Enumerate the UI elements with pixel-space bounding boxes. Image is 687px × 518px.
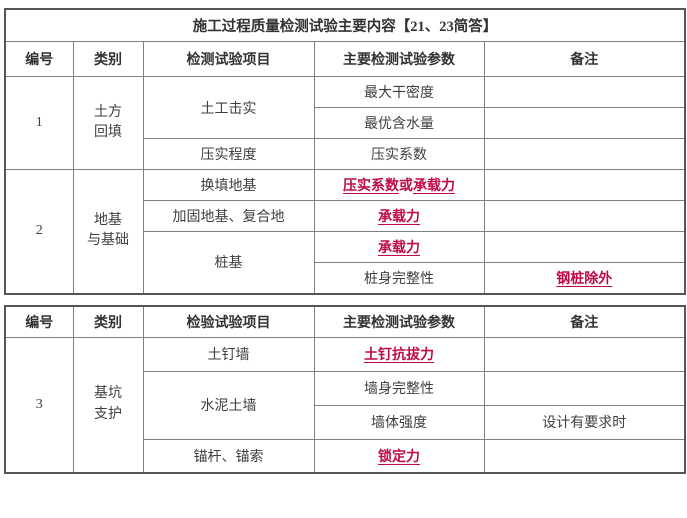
- item-cell: 压实程度: [142, 138, 315, 170]
- param-cell-emphasis: 承载力: [313, 231, 485, 263]
- table-row: 最优含水量: [5, 107, 686, 139]
- note-cell-empty: [483, 76, 686, 108]
- emphasis-text: 承载力: [413, 179, 455, 194]
- note-cell-emphasis: 钢桩除外: [483, 262, 686, 294]
- emphasis-text: 土钉抗拔力: [364, 348, 434, 363]
- category-line: 地基: [94, 212, 122, 228]
- param-cell: 最优含水量: [313, 107, 485, 139]
- emphasis-text: 压实系数: [343, 179, 399, 194]
- table-row: 3 基坑 支护 土钉墙 土钉抗拔力: [4, 336, 686, 474]
- header-row: 编号 类别 检验试验项目 主要检测试验参数 备注: [4, 305, 686, 338]
- header-cell-remark: 备注: [483, 305, 686, 338]
- table-title: 施工过程质量检测试验主要内容【21、23简答】: [4, 8, 686, 42]
- note-cell-empty: [483, 438, 686, 474]
- param-cell: 墙身完整性: [313, 370, 485, 406]
- item-cell: 加固地基、复合地: [142, 200, 315, 232]
- emphasis-text: 锁定力: [378, 449, 420, 465]
- item-cell: 土工击实: [142, 76, 315, 139]
- param-cell: 墙体强度: [313, 404, 485, 440]
- param-cell: 桩身完整性: [313, 262, 485, 294]
- no-cell: 2: [4, 169, 74, 294]
- header-cell-no: 编号: [4, 41, 74, 77]
- header-cell-no: 编号: [4, 305, 74, 338]
- header-row: 编号 类别 检测试验项目 主要检测试验参数 备注: [4, 41, 686, 77]
- category-cell: 土方 回填: [72, 76, 144, 170]
- param-cell-emphasis: 承载力: [313, 200, 485, 232]
- param-cell-emphasis: 锁定力: [313, 438, 485, 474]
- emphasis-text: 或: [399, 179, 413, 194]
- no-cell: 3: [4, 336, 74, 474]
- table-row: 桩基 承载力: [5, 231, 686, 294]
- header-cell-category: 类别: [72, 41, 144, 77]
- param-cell-emphasis: 土钉抗拔力: [313, 336, 485, 372]
- note-cell-empty: [483, 107, 686, 139]
- category-cell: 地基 与基础: [72, 169, 144, 294]
- header-cell-category: 类别: [72, 305, 144, 338]
- item-cell: 土钉墙: [142, 336, 315, 372]
- item-cell: 桩基: [142, 231, 315, 294]
- category-line: 基坑: [94, 386, 122, 402]
- document-page: 施工过程质量检测试验主要内容【21、23简答】 编号 类别 检测试验项目 主要检…: [4, 8, 686, 474]
- table-row: 2 地基 与基础 换填地基 压实系数或承载力: [4, 169, 686, 294]
- note-cell-empty: [483, 336, 686, 372]
- emphasis-text: 钢桩除外: [556, 271, 613, 287]
- note-cell-empty: [483, 169, 686, 201]
- no-cell: 1: [4, 76, 74, 170]
- table-row: 加固地基、复合地 承载力: [5, 200, 686, 232]
- note-cell-empty: [483, 200, 686, 232]
- note-cell-empty: [483, 138, 686, 170]
- category-line: 回填: [94, 125, 122, 140]
- table-row: 桩身完整性 钢桩除外: [5, 262, 686, 294]
- header-cell-item: 检验试验项目: [142, 305, 315, 338]
- note-cell: 设计有要求时: [483, 404, 686, 440]
- emphasis-text: 承载力: [378, 210, 420, 225]
- item-cell: 锚杆、锚索: [142, 438, 315, 474]
- table-row: 墙体强度 设计有要求时: [5, 404, 686, 440]
- header-cell-item: 检测试验项目: [142, 41, 315, 77]
- item-cell: 水泥土墙: [142, 370, 315, 440]
- item-cell: 换填地基: [142, 169, 315, 201]
- table-row: 1 土方 回填 土工击实 最大干密度: [4, 76, 686, 170]
- note-cell-empty: [483, 370, 686, 406]
- note-cell-empty: [483, 231, 686, 263]
- emphasis-text: 承载力: [378, 241, 420, 256]
- category-line: 土方: [94, 104, 122, 120]
- category-line: 与基础: [87, 233, 129, 249]
- table-pit-support: 编号 类别 检验试验项目 主要检测试验参数 备注 3 基坑 支护 土钉墙 土钉抗…: [4, 304, 686, 474]
- param-cell: 最大干密度: [313, 76, 485, 108]
- title-row: 施工过程质量检测试验主要内容【21、23简答】: [4, 8, 686, 42]
- category-cell: 基坑 支护: [72, 336, 144, 474]
- category-line: 支护: [94, 406, 122, 422]
- header-cell-params: 主要检测试验参数: [313, 41, 485, 77]
- header-cell-params: 主要检测试验参数: [313, 305, 485, 338]
- param-cell-emphasis: 压实系数或承载力: [313, 169, 485, 201]
- header-cell-remark: 备注: [483, 41, 686, 77]
- table-main-content: 施工过程质量检测试验主要内容【21、23简答】 编号 类别 检测试验项目 主要检…: [4, 8, 686, 295]
- table-row: 锚杆、锚索 锁定力: [5, 438, 686, 474]
- param-cell: 压实系数: [313, 138, 485, 170]
